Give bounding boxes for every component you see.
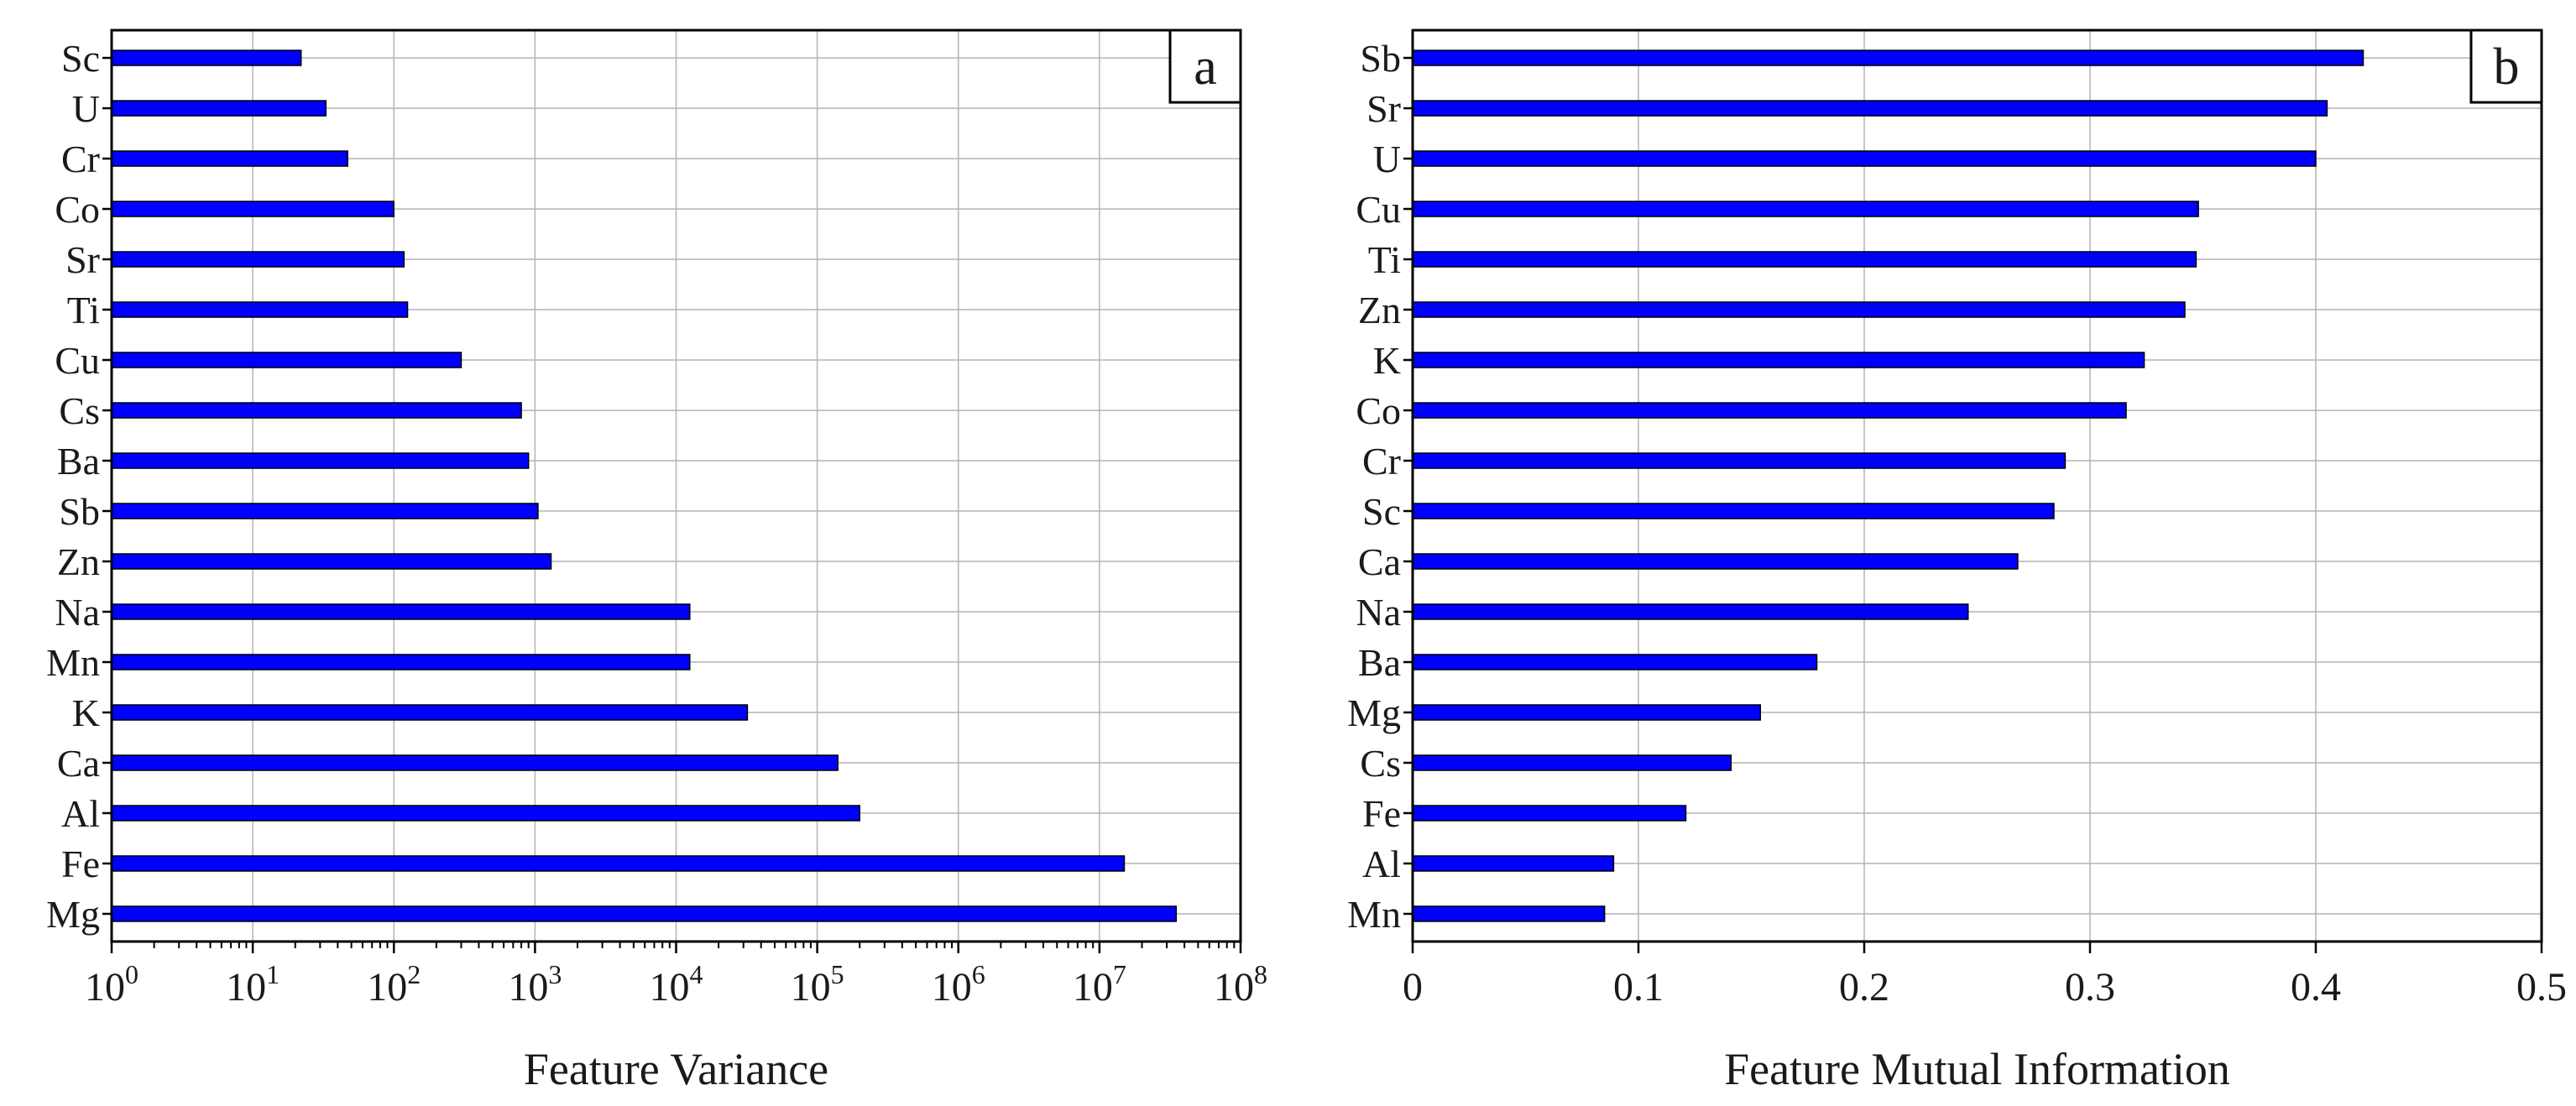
x-axis-title: Feature Variance [524, 1044, 828, 1094]
y-tick-label: Ca [1358, 540, 1401, 583]
x-tick-label: 100 [85, 959, 138, 1009]
y-tick-label: Cs [1360, 742, 1401, 785]
x-tick-label: 0.5 [2516, 965, 2567, 1009]
y-tick-label: Ca [57, 742, 100, 785]
y-tick-label: Mn [46, 641, 100, 684]
bar-sb [111, 503, 539, 519]
y-tick-label: Na [1356, 591, 1401, 634]
y-tick-label: Sb [59, 490, 100, 533]
bar-fe [1412, 805, 1687, 822]
panel-label-box [2469, 29, 2543, 104]
y-tick-label: Ti [67, 289, 100, 331]
bar-mg [111, 905, 1178, 922]
y-tick-label: Sb [1360, 37, 1401, 80]
y-tick-label: U [72, 87, 100, 130]
bar-cu [1412, 201, 2199, 217]
bar-mn [1412, 905, 1606, 922]
y-tick-label: Cr [1362, 440, 1401, 483]
bar-ba [111, 452, 530, 469]
y-tick-label: Cu [1356, 188, 1401, 231]
x-tick-label: 0 [1403, 965, 1423, 1009]
panel-label: b [2494, 39, 2520, 96]
bar-sr [111, 251, 405, 268]
x-tick-label: 106 [932, 959, 985, 1009]
y-tick-label: Mg [1347, 691, 1401, 734]
y-tick-label: Sc [1362, 490, 1401, 533]
bar-u [111, 100, 327, 117]
bar-mg [1412, 704, 1762, 721]
chart-panel-a: Sc U Cr Co Sr Ti Cu Cs Ba Sb Zn Na Mn K Ca Al Fe Mg 100 101… [46, 29, 1267, 1094]
chart-panel-b: Sb Sr U Cu Ti Zn K Co Cr Sc Ca Na Ba Mg Cs Fe Al Mn0 0.1 0.… [1347, 29, 2567, 1094]
x-tick-label: 102 [367, 959, 421, 1009]
y-tick-label: Na [55, 591, 100, 634]
bar-zn [1412, 301, 2186, 318]
y-tick-label: Mn [1347, 893, 1401, 936]
y-tick-label: Mg [46, 893, 100, 936]
x-tick-label: 108 [1214, 959, 1267, 1009]
x-tick-label: 107 [1073, 959, 1126, 1009]
y-tick-label: Sr [1366, 87, 1401, 130]
y-tick-label: Fe [1362, 792, 1401, 835]
panel-label: a [1194, 39, 1217, 96]
y-tick-label: Cu [55, 339, 100, 382]
y-tick-label: Ti [1368, 238, 1401, 281]
bar-sb [1412, 50, 2364, 66]
x-tick-label: 104 [650, 959, 703, 1009]
bar-ca [1412, 553, 2019, 570]
plot-frame [1411, 29, 2543, 943]
bar-fe [111, 855, 1126, 872]
y-tick-label: Sc [61, 37, 100, 80]
bar-ti [1412, 251, 2197, 268]
bar-cr [111, 150, 348, 167]
y-tick-label: Cr [61, 138, 100, 180]
x-tick-label: 101 [226, 959, 280, 1009]
bar-ba [1412, 654, 1818, 670]
bar-sc [1412, 503, 2055, 519]
y-tick-label: Co [55, 188, 100, 231]
y-tick-label: Al [1362, 843, 1401, 885]
bar-k [1412, 352, 2145, 368]
panel-label-box [1168, 29, 1242, 104]
x-tick-label: 105 [791, 959, 844, 1009]
bar-ca [111, 754, 839, 771]
bar-na [111, 603, 691, 620]
x-tick-label: 0.1 [1613, 965, 1664, 1009]
y-tick-label: K [1373, 339, 1401, 382]
y-tick-label: U [1373, 138, 1401, 180]
bar-al [111, 805, 860, 822]
bar-cs [1412, 754, 1732, 771]
y-tick-label: Fe [61, 843, 100, 885]
y-tick-label: Co [1356, 389, 1401, 432]
x-tick-label: 0.4 [2291, 965, 2341, 1009]
y-tick-label: Zn [1358, 289, 1401, 331]
y-tick-label: Sr [65, 238, 100, 281]
y-tick-label: Zn [57, 540, 100, 583]
y-tick-label: Ba [1358, 641, 1401, 684]
bar-na [1412, 603, 1969, 620]
bar-mn [111, 654, 691, 670]
bar-co [1412, 402, 2127, 419]
bar-ti [111, 301, 409, 318]
bar-k [111, 704, 749, 721]
y-tick-label: K [72, 691, 100, 734]
bar-sc [111, 50, 302, 66]
x-tick-label: 103 [508, 959, 562, 1009]
x-tick-label: 0.3 [2065, 965, 2115, 1009]
x-tick-label: 0.2 [1839, 965, 1889, 1009]
bar-sr [1412, 100, 2328, 117]
bar-cs [111, 402, 522, 419]
bar-cr [1412, 452, 2067, 469]
y-tick-label: Ba [57, 440, 100, 483]
x-axis-title: Feature Mutual Information [1724, 1044, 2230, 1094]
bar-al [1412, 855, 1615, 872]
y-tick-label: Cs [59, 389, 100, 432]
bar-co [111, 201, 394, 217]
bar-zn [111, 553, 552, 570]
y-tick-label: Al [61, 792, 100, 835]
bar-u [1412, 150, 2317, 167]
bar-cu [111, 352, 462, 368]
